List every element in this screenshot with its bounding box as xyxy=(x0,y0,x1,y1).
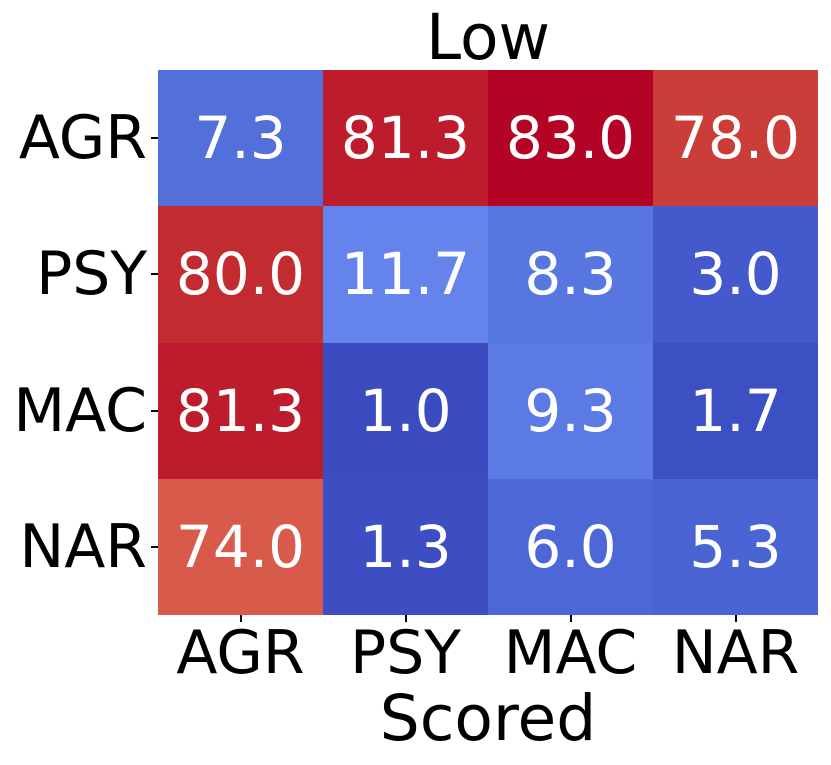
x-tick-label-agr: AGR xyxy=(176,618,305,688)
heatmap-cell-psy-mac: 8.3 xyxy=(488,206,653,343)
x-tick-label-nar: NAR xyxy=(671,618,800,688)
x-tick-mark xyxy=(734,615,737,622)
heatmap-cell-mac-agr: 81.3 xyxy=(158,342,323,479)
heatmap-cell-agr-agr: 7.3 xyxy=(158,70,323,207)
x-tick-mark xyxy=(569,615,572,622)
y-tick-mark xyxy=(151,409,158,412)
y-tick-label-psy: PSY xyxy=(36,239,147,310)
x-tick-mark xyxy=(404,615,407,622)
chart-title: Low xyxy=(425,1,551,74)
x-tick-label-mac: MAC xyxy=(503,618,638,688)
y-tick-label-agr: AGR xyxy=(18,103,147,174)
x-axis-label: Scored xyxy=(379,682,597,755)
y-tick-label-mac: MAC xyxy=(13,375,147,446)
heatmap-cell-nar-agr: 74.0 xyxy=(158,478,323,615)
heatmap-cell-agr-nar: 78.0 xyxy=(653,70,818,207)
heatmap-cell-nar-nar: 5.3 xyxy=(653,478,818,615)
y-tick-label-nar: NAR xyxy=(19,511,147,582)
heatmap-cell-psy-nar: 3.0 xyxy=(653,206,818,343)
heatmap-cell-agr-mac: 83.0 xyxy=(488,70,653,207)
heatmap-cell-psy-agr: 80.0 xyxy=(158,206,323,343)
heatmap-cell-mac-psy: 1.0 xyxy=(323,342,488,479)
heatmap-cell-psy-psy: 11.7 xyxy=(323,206,488,343)
x-tick-label-psy: PSY xyxy=(350,618,461,688)
heatmap-cell-nar-psy: 1.3 xyxy=(323,478,488,615)
heatmap-grid: 7.3 81.3 83.0 78.0 80.0 11.7 8.3 3.0 81.3 1.0 9.3 1… xyxy=(158,70,818,615)
y-tick-mark xyxy=(151,273,158,276)
heatmap-cell-mac-nar: 1.7 xyxy=(653,342,818,479)
x-tick-mark xyxy=(239,615,242,622)
heatmap-cell-agr-psy: 81.3 xyxy=(323,70,488,207)
heatmap-cell-mac-mac: 9.3 xyxy=(488,342,653,479)
y-tick-mark xyxy=(151,545,158,548)
y-tick-mark xyxy=(151,137,158,140)
heatmap-cell-nar-mac: 6.0 xyxy=(488,478,653,615)
